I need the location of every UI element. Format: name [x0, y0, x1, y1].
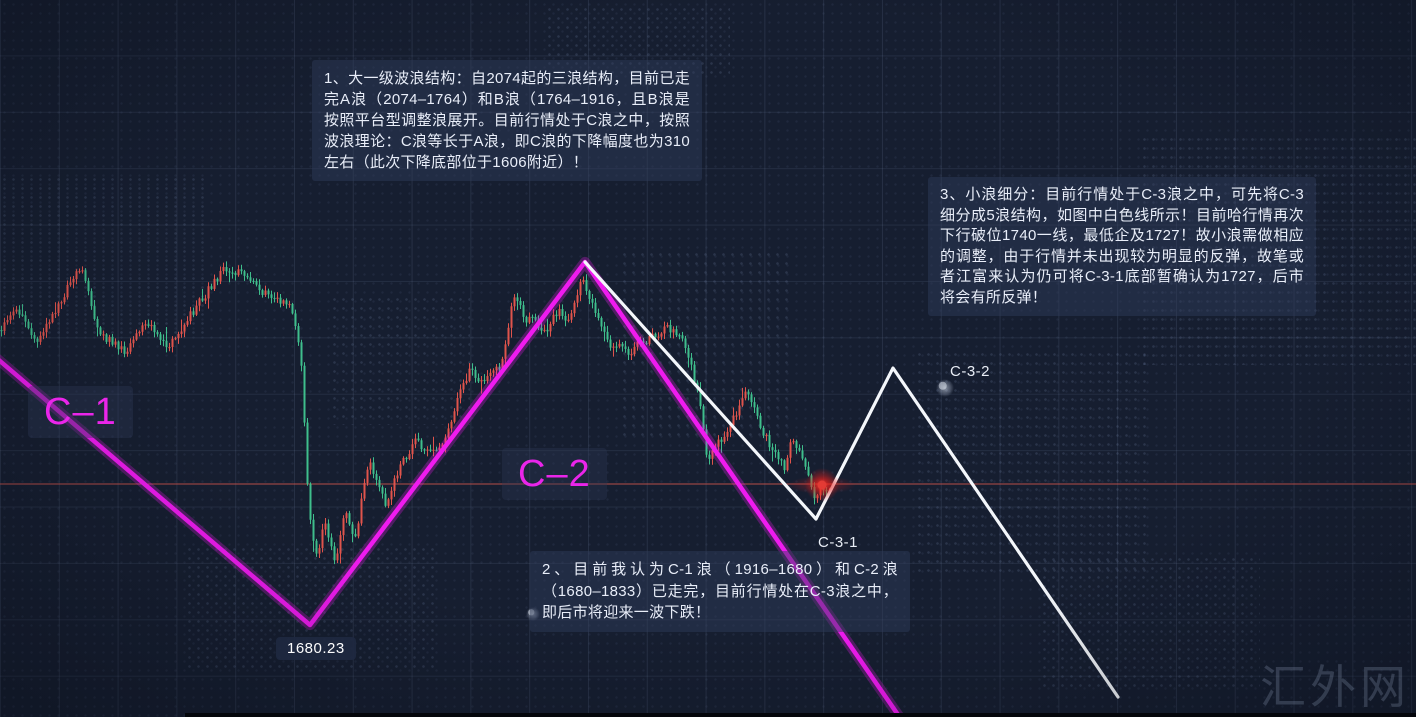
wave-label-c1: C–1 [28, 386, 133, 438]
wave-line-magenta [0, 256, 906, 717]
wave-label-c2: C–2 [502, 448, 607, 500]
note-box-1: 1、大一级波浪结构：自2074起的三浪结构，目前已走完A浪（2074–1764）… [312, 60, 702, 181]
subwave-line-white [583, 260, 1120, 699]
candlestick-layer [0, 261, 831, 565]
cursor-dot-icons [526, 379, 954, 621]
wave-label-c3-1: C-3-1 [818, 534, 859, 551]
note-box-3: 3、小浪细分：目前行情处于C-3浪之中，可先将C-3细分成5浪结构，如图中白色线… [928, 177, 1316, 316]
wave-label-c3-2: C-3-2 [950, 363, 991, 380]
note-box-2: 2、目前我认为C-1浪（1916–1680）和C-2浪（1680–1833）已走… [530, 551, 910, 632]
watermark-logo: 汇外网 [1260, 660, 1410, 714]
price-marker-glow-icon [788, 468, 856, 502]
bottom-edge-bar [185, 713, 1416, 717]
price-tag-1680: 1680.23 [276, 637, 356, 660]
